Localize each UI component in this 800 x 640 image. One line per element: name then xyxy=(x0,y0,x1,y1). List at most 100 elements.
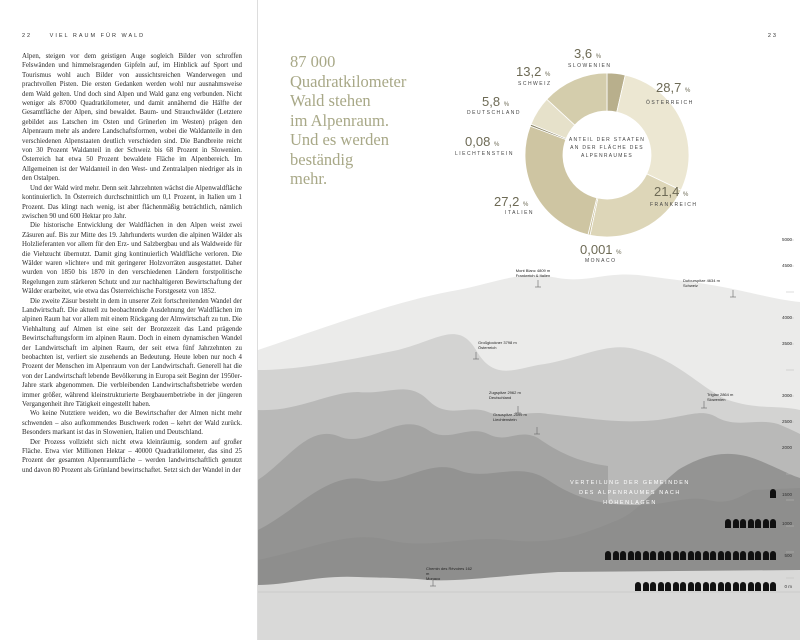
pie-value-deutschland: 5,8 % xyxy=(482,94,510,109)
paragraph: Und der Wald wird mehr. Denn seit Jahrze… xyxy=(22,184,242,220)
y-axis-label: 2500 xyxy=(781,419,792,424)
alpine-mountain-illustration xyxy=(258,239,800,640)
municipality-glyph xyxy=(747,582,754,591)
municipality-glyph xyxy=(612,551,619,560)
page-number-right: 23 xyxy=(767,33,778,39)
municipality-glyph xyxy=(725,551,731,560)
pie-value-frankreich: 21,4 % xyxy=(654,184,689,199)
folio-left: 22 VIEL RAUM FÜR WALD xyxy=(22,33,145,39)
municipality-glyph xyxy=(770,582,776,591)
municipality-glyph xyxy=(747,551,754,560)
y-axis-label: 4500 xyxy=(781,263,792,268)
municipality-glyph xyxy=(740,551,746,560)
municipality-glyph xyxy=(687,551,694,560)
peak-label-zugspitze: Zugspitze 2962 m Deutschland xyxy=(489,390,521,400)
y-axis-label: 0 m xyxy=(784,584,792,589)
paragraph: Die historische Entwicklung der Waldfläc… xyxy=(22,222,242,296)
y-axis-label: 1000 xyxy=(781,521,792,526)
altitude-bars-1000 xyxy=(725,519,776,528)
municipality-glyph xyxy=(680,582,686,591)
municipality-glyph xyxy=(702,582,709,591)
municipality-glyph xyxy=(732,551,739,560)
municipality-glyph xyxy=(717,551,724,560)
municipality-glyph xyxy=(672,582,679,591)
y-axis-label: 2000 xyxy=(781,445,792,450)
municipality-glyph xyxy=(762,519,769,528)
y-axis-label: 3500 xyxy=(781,341,792,346)
municipality-glyph xyxy=(755,551,761,560)
municipality-glyph xyxy=(740,582,746,591)
municipality-glyph xyxy=(605,551,611,560)
pie-label-italien: ITALIEN xyxy=(505,210,535,216)
municipality-glyph xyxy=(740,519,746,528)
municipality-glyph xyxy=(725,519,731,528)
pie-value-slowenien: 3,6 % xyxy=(574,46,602,61)
running-head: VIEL RAUM FÜR WALD xyxy=(49,33,146,39)
pie-value-schweiz: 13,2 % xyxy=(516,64,551,79)
municipality-glyph xyxy=(762,551,769,560)
y-axis-label: 4000 xyxy=(781,315,792,320)
altitude-bars-1500 xyxy=(770,489,776,498)
peak-label-triglav: Triglav 2864 m Slowenien xyxy=(707,392,734,402)
pull-quote: 87 000 Quadratkilometer Wald stehen im A… xyxy=(290,52,407,188)
pie-value-liechtenstein: 0,08 % xyxy=(465,134,500,149)
municipality-glyph xyxy=(665,582,671,591)
pie-value-oesterreich: 28,7 % xyxy=(656,80,691,95)
municipality-glyph xyxy=(770,519,776,528)
municipality-glyph xyxy=(650,582,656,591)
municipality-glyph xyxy=(672,551,679,560)
municipality-glyph xyxy=(725,582,731,591)
pie-label-schweiz: SCHWEIZ xyxy=(518,81,552,87)
y-axis-label: 5000 xyxy=(781,237,792,242)
municipality-glyph xyxy=(762,582,769,591)
peak-label-grauspitze: Grauspitze 2599 m Liechtenstein xyxy=(493,412,527,422)
municipality-glyph xyxy=(717,582,724,591)
municipality-glyph xyxy=(702,551,709,560)
municipality-glyph xyxy=(755,582,761,591)
municipality-glyph xyxy=(695,582,701,591)
municipality-glyph xyxy=(710,582,716,591)
gutter xyxy=(257,0,258,640)
municipality-glyph xyxy=(680,551,686,560)
donut-center-title: ANTEIL DER STAATEN AN DER FLÄCHE DES ALP… xyxy=(568,137,646,159)
municipality-glyph xyxy=(635,551,641,560)
municipality-glyph xyxy=(657,551,664,560)
peak-label-mont-blanc: Mont Blanc 4809 m Frankreich & Italien xyxy=(515,268,551,278)
municipality-glyph xyxy=(770,551,776,560)
donut-slice-schweiz xyxy=(546,72,608,126)
municipality-glyph xyxy=(620,551,626,560)
municipality-glyph xyxy=(732,582,739,591)
municipality-glyph xyxy=(770,489,776,498)
pie-value-monaco: 0,001 % xyxy=(580,242,622,257)
donut-slice-italien xyxy=(524,125,598,236)
municipality-glyph xyxy=(650,551,656,560)
page-number: 22 xyxy=(22,33,33,39)
municipality-glyph xyxy=(747,519,754,528)
distribution-title: VERTEILUNG DER GEMEINDEN DES ALPENRAUMES… xyxy=(570,480,690,506)
donut-slice-österreich xyxy=(616,74,690,191)
pie-value-italien: 27,2 % xyxy=(494,194,529,209)
municipality-glyph xyxy=(687,582,694,591)
pie-label-deutschland: DEUTSCHLAND xyxy=(467,110,522,116)
municipality-glyph xyxy=(710,551,716,560)
pie-label-oesterreich: ÖSTERREICH xyxy=(646,100,694,106)
peak-label-dufourspitze: Dufourspitze 4634 m Schweiz xyxy=(683,278,720,288)
y-axis-label: 500 xyxy=(784,553,792,558)
municipality-glyph xyxy=(732,519,739,528)
y-axis-label: 3000 xyxy=(781,393,792,398)
altitude-bars-0 xyxy=(635,582,776,591)
pie-label-slowenien: SLOWENIEN xyxy=(568,63,612,69)
paragraph: Alpen, steigen vor dem geistigen Auge so… xyxy=(22,53,242,183)
municipality-glyph xyxy=(665,551,671,560)
municipality-glyph xyxy=(755,519,761,528)
paragraph: Die zweite Zäsur besteht in dem in unser… xyxy=(22,297,242,409)
municipality-glyph xyxy=(695,551,701,560)
municipality-glyph xyxy=(642,582,649,591)
municipality-glyph xyxy=(635,582,641,591)
y-axis-label: 1500 xyxy=(781,492,792,497)
peak-label-monaco: Chemin des Révoires 162 m Monaco xyxy=(426,566,473,581)
pie-label-monaco: MONACO xyxy=(585,258,617,264)
municipality-glyph xyxy=(642,551,649,560)
altitude-bars-500 xyxy=(605,551,776,560)
